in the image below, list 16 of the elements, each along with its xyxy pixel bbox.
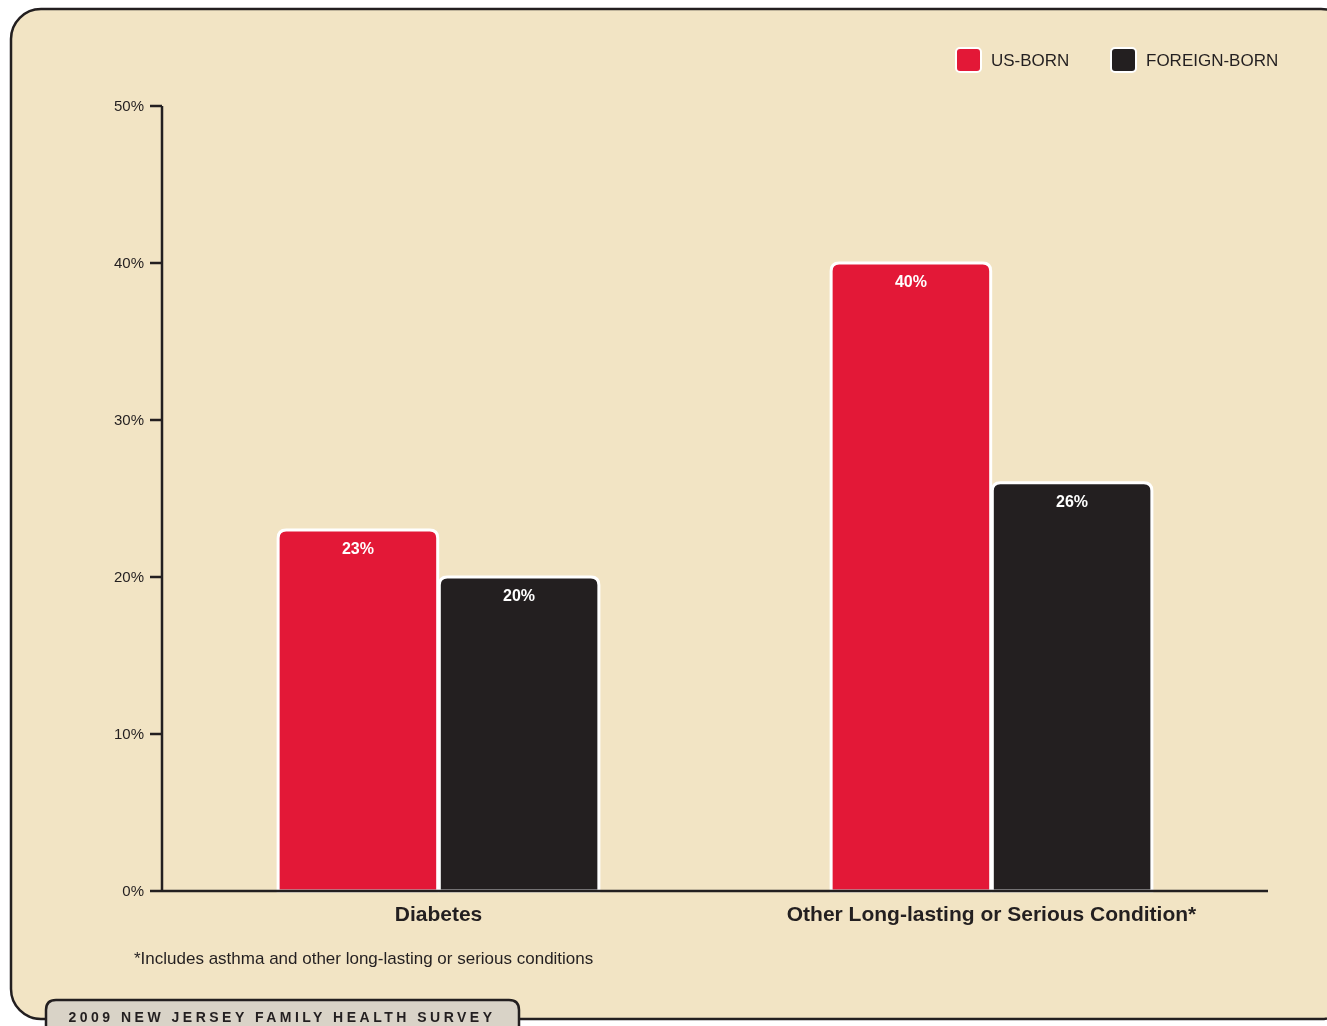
data-label: 23% xyxy=(341,539,374,557)
legend-label: FOREIGN-BORN xyxy=(1146,50,1279,70)
y-tick-label: 10% xyxy=(113,725,144,743)
y-tick-label: 20% xyxy=(113,568,144,586)
y-tick-label: 0% xyxy=(122,882,144,900)
text: *Includes asthma and other long-lasting or serious conditions xyxy=(134,949,594,968)
y-tick-label: 50% xyxy=(113,97,144,115)
text: 2009 NEW JERSEY FAMILY HEALTH SURVEY xyxy=(68,1009,496,1025)
data-label: 26% xyxy=(1056,492,1089,510)
legend-label: US-BORN xyxy=(991,50,1070,70)
x-tick-label: Diabetes xyxy=(394,902,483,925)
x-tick-label: Other Long-lasting or Serious Condition* xyxy=(786,902,1198,925)
y-tick-label: 30% xyxy=(113,411,144,429)
data-label: 20% xyxy=(503,587,536,604)
data-label: 40% xyxy=(894,273,927,290)
y-tick-label: 40% xyxy=(113,254,144,272)
